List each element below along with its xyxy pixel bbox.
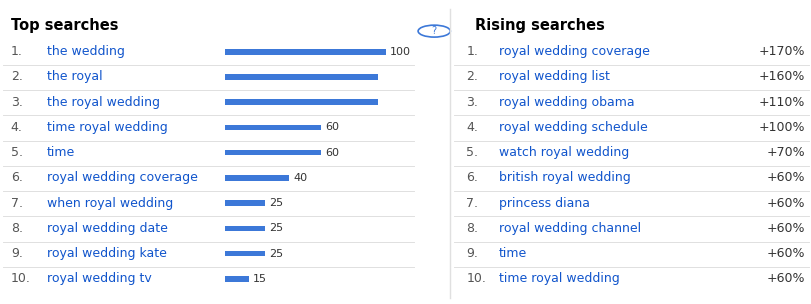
- Text: royal wedding coverage: royal wedding coverage: [47, 171, 198, 185]
- Text: 7.: 7.: [466, 197, 478, 210]
- Bar: [225, 175, 289, 181]
- Text: 9.: 9.: [11, 247, 23, 260]
- Text: 1.: 1.: [11, 45, 23, 58]
- Text: +110%: +110%: [758, 96, 805, 109]
- Text: time royal wedding: time royal wedding: [498, 272, 619, 285]
- Text: time: time: [498, 247, 526, 260]
- Text: 6.: 6.: [11, 171, 23, 185]
- Text: royal wedding date: royal wedding date: [47, 222, 168, 235]
- Text: 2.: 2.: [11, 71, 23, 84]
- Bar: [225, 150, 321, 155]
- Text: +60%: +60%: [766, 197, 805, 210]
- Text: time royal wedding: time royal wedding: [47, 121, 168, 134]
- Bar: [225, 49, 385, 54]
- Text: 4.: 4.: [11, 121, 23, 134]
- Text: 8.: 8.: [11, 222, 23, 235]
- Text: when royal wedding: when royal wedding: [47, 197, 174, 210]
- Text: +160%: +160%: [758, 71, 805, 84]
- Text: ?: ?: [431, 26, 436, 36]
- Text: 4.: 4.: [466, 121, 478, 134]
- Text: watch royal wedding: watch royal wedding: [498, 146, 629, 159]
- Text: 10.: 10.: [11, 272, 31, 285]
- Text: royal wedding kate: royal wedding kate: [47, 247, 167, 260]
- Text: 25: 25: [268, 223, 283, 233]
- Text: the royal: the royal: [47, 71, 103, 84]
- Text: 25: 25: [268, 249, 283, 259]
- Bar: [225, 226, 264, 231]
- Text: 15: 15: [252, 274, 267, 284]
- Text: 5.: 5.: [466, 146, 478, 159]
- Text: 7.: 7.: [11, 197, 23, 210]
- Text: +60%: +60%: [766, 272, 805, 285]
- Bar: [225, 125, 321, 130]
- Text: royal wedding coverage: royal wedding coverage: [498, 45, 649, 58]
- Text: 6.: 6.: [466, 171, 478, 185]
- Text: royal wedding list: royal wedding list: [498, 71, 609, 84]
- Text: royal wedding obama: royal wedding obama: [498, 96, 633, 109]
- Text: royal wedding channel: royal wedding channel: [498, 222, 640, 235]
- Bar: [225, 251, 264, 256]
- Text: the royal wedding: the royal wedding: [47, 96, 160, 109]
- Text: +70%: +70%: [766, 146, 805, 159]
- Bar: [225, 200, 264, 206]
- Text: 10.: 10.: [466, 272, 486, 285]
- Text: 100: 100: [389, 47, 410, 57]
- Text: 8.: 8.: [466, 222, 478, 235]
- Text: british royal wedding: british royal wedding: [498, 171, 629, 185]
- Text: 3.: 3.: [11, 96, 23, 109]
- Bar: [225, 74, 377, 80]
- Bar: [225, 99, 377, 105]
- Text: 40: 40: [293, 173, 307, 183]
- Text: royal wedding tv: royal wedding tv: [47, 272, 152, 285]
- Text: 5.: 5.: [11, 146, 23, 159]
- Text: 25: 25: [268, 198, 283, 208]
- Text: +60%: +60%: [766, 222, 805, 235]
- Text: 9.: 9.: [466, 247, 478, 260]
- Text: time: time: [47, 146, 75, 159]
- Text: Top searches: Top searches: [11, 18, 118, 33]
- Text: the wedding: the wedding: [47, 45, 125, 58]
- Text: +100%: +100%: [757, 121, 805, 134]
- Bar: [225, 276, 248, 282]
- Text: royal wedding schedule: royal wedding schedule: [498, 121, 646, 134]
- Text: 60: 60: [325, 148, 339, 158]
- Text: princess diana: princess diana: [498, 197, 589, 210]
- Text: +60%: +60%: [766, 247, 805, 260]
- Text: +170%: +170%: [757, 45, 805, 58]
- Text: +60%: +60%: [766, 171, 805, 185]
- Text: 60: 60: [325, 123, 339, 133]
- Text: Rising searches: Rising searches: [474, 18, 603, 33]
- Text: 2.: 2.: [466, 71, 478, 84]
- Text: 1.: 1.: [466, 45, 478, 58]
- Text: 3.: 3.: [466, 96, 478, 109]
